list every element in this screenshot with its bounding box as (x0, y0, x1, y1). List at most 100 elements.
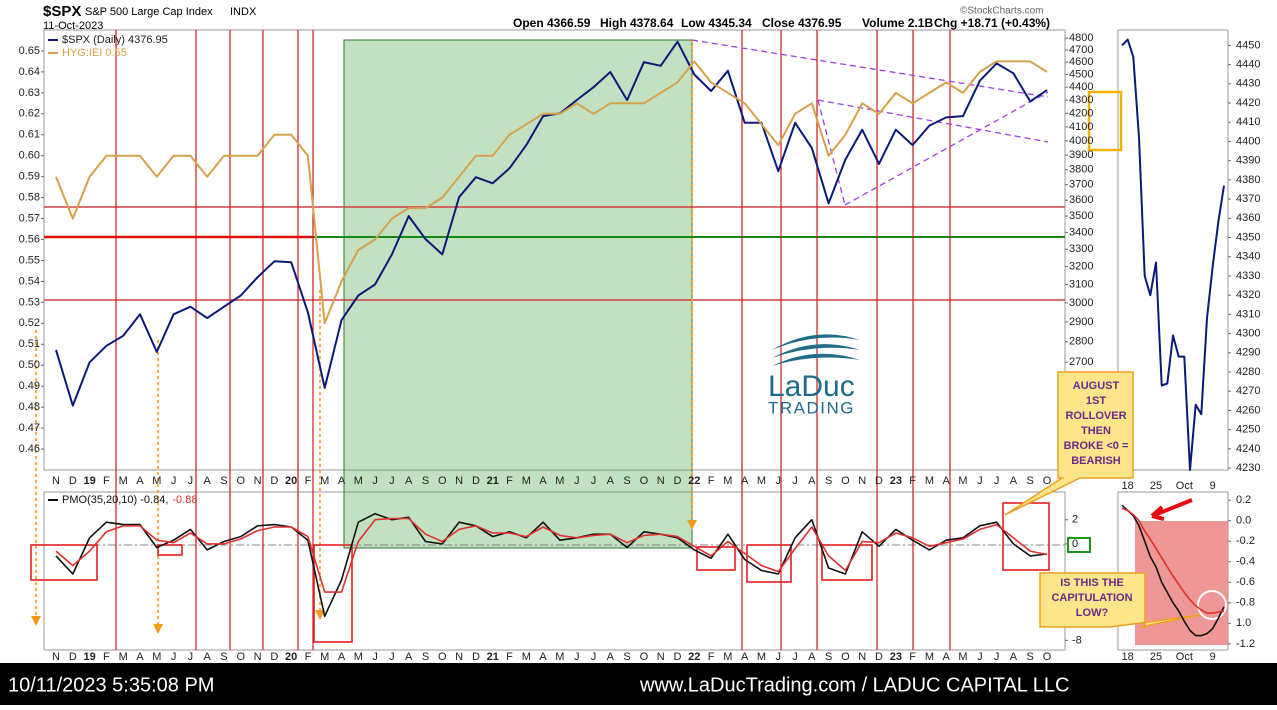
x-tick-label: 18 (1122, 480, 1134, 492)
footer-bar (0, 663, 1277, 705)
y2-tick-label: 0.61 (19, 129, 40, 141)
x-tick-label: M (522, 651, 531, 663)
x-tick-label: N (455, 651, 463, 663)
y-tick-label: 3300 (1069, 243, 1093, 255)
x-tick-label: A (943, 475, 951, 487)
x-tick-label: M (958, 475, 967, 487)
x-tick-label: A (136, 651, 144, 663)
y2-tick-label: 0.63 (19, 87, 40, 99)
y-tick-label: 4400 (1236, 135, 1260, 147)
stat: Volume 2.1B (862, 16, 933, 30)
y-tick-label: 4360 (1236, 212, 1260, 224)
x-tick-label: J (372, 651, 378, 663)
x-tick-label: 20 (285, 475, 297, 487)
y2-tick-label: 0.51 (19, 338, 40, 350)
x-tick-label: S (825, 475, 832, 487)
x-tick-label: F (909, 651, 916, 663)
x-tick-label: S (220, 475, 227, 487)
x-tick-label: S (1027, 475, 1034, 487)
x-tick-label: F (506, 651, 513, 663)
x-tick-label: N (657, 651, 665, 663)
x-tick-label: J (977, 475, 983, 487)
y-tick-label: 4450 (1236, 39, 1260, 51)
x-tick-label: A (741, 651, 749, 663)
x-tick-label: S (623, 475, 630, 487)
logo-name: LaDuc (768, 370, 855, 403)
x-tick-label: D (673, 475, 681, 487)
x-tick-label: S (1027, 651, 1034, 663)
series-line (1121, 504, 1225, 637)
x-tick-label: M (925, 651, 934, 663)
y2-tick-label: 0.52 (19, 317, 40, 329)
y-tick-label: -0.2 (1236, 535, 1255, 547)
y-tick-label: 4390 (1236, 155, 1260, 167)
x-tick-label: J (171, 475, 177, 487)
x-tick-label: A (203, 475, 211, 487)
y2-tick-label: 0.64 (19, 66, 40, 78)
x-tick-label: A (338, 475, 346, 487)
y-tick-label: -1.2 (1236, 638, 1255, 650)
x-tick-label: A (808, 475, 816, 487)
y-tick-label: 2700 (1069, 356, 1093, 368)
x-tick-label: J (776, 651, 782, 663)
callout (1039, 572, 1201, 628)
x-tick-label: A (405, 651, 413, 663)
x-tick-label: D (875, 651, 883, 663)
x-tick-label: D (875, 475, 883, 487)
x-tick-label: D (270, 475, 278, 487)
x-tick-label: S (220, 651, 227, 663)
annotation: 1ST (1086, 395, 1106, 407)
annotation: CAPITULATION (1051, 592, 1132, 604)
x-tick-label: J (994, 651, 1000, 663)
annotation: BROKE <0 = (1064, 440, 1129, 452)
y2-tick-label: 0.58 (19, 192, 40, 204)
y2-tick-label: 0.62 (19, 108, 40, 120)
x-tick-label: A (607, 475, 615, 487)
y-tick-label: 4310 (1236, 308, 1260, 320)
x-tick-label: M (354, 651, 363, 663)
x-tick-label: M (723, 475, 732, 487)
y-tick-label: 4300 (1069, 94, 1093, 106)
x-tick-label: D (673, 651, 681, 663)
y-tick-label: 3600 (1069, 194, 1093, 206)
yellow-box (1087, 90, 1123, 152)
x-tick-label: J (977, 651, 983, 663)
x-tick-label: 22 (688, 475, 700, 487)
y-tick-label: 4350 (1236, 231, 1260, 243)
legend-label: HYG:IEI 0.55 (62, 47, 127, 59)
x-tick-label: J (591, 475, 597, 487)
x-tick-label: 22 (688, 651, 700, 663)
x-tick-label: J (792, 651, 798, 663)
pmo-panel (43, 491, 1066, 651)
green-box (1067, 537, 1091, 553)
x-tick-label: F (909, 475, 916, 487)
x-tick-label: A (539, 651, 547, 663)
x-tick-label: S (623, 651, 630, 663)
stat: High 4378.64 (600, 16, 674, 30)
x-tick-label: 23 (890, 475, 902, 487)
y-tick-label: 4280 (1236, 366, 1260, 378)
logo-tagline: TRADING (768, 398, 855, 417)
x-tick-label: 19 (83, 651, 95, 663)
x-tick-label: 18 (1122, 651, 1134, 663)
x-tick-label: M (723, 651, 732, 663)
series-line (55, 60, 1048, 325)
x-tick-label: M (354, 475, 363, 487)
y-tick-label: 4430 (1236, 78, 1260, 90)
x-tick-label: J (389, 651, 395, 663)
x-tick-label: A (741, 475, 749, 487)
stat: Close 4376.95 (762, 16, 842, 30)
x-tick-label: F (305, 651, 312, 663)
y2-tick-label: 0.56 (19, 233, 40, 245)
x-tick-label: Oct (1176, 480, 1193, 492)
y-tick-label: 2800 (1069, 336, 1093, 348)
y-tick-label: 3000 (1069, 297, 1093, 309)
y-tick-label: 3700 (1069, 179, 1093, 191)
y2-tick-label: 0.48 (19, 401, 40, 413)
annotation: ROLLOVER (1065, 410, 1126, 422)
y-tick-label: 3200 (1069, 260, 1093, 272)
y-tick-label: 0 (1072, 538, 1078, 550)
x-tick-label: J (776, 475, 782, 487)
x-tick-label: S (422, 651, 429, 663)
symbol: $SPX (43, 3, 81, 20)
